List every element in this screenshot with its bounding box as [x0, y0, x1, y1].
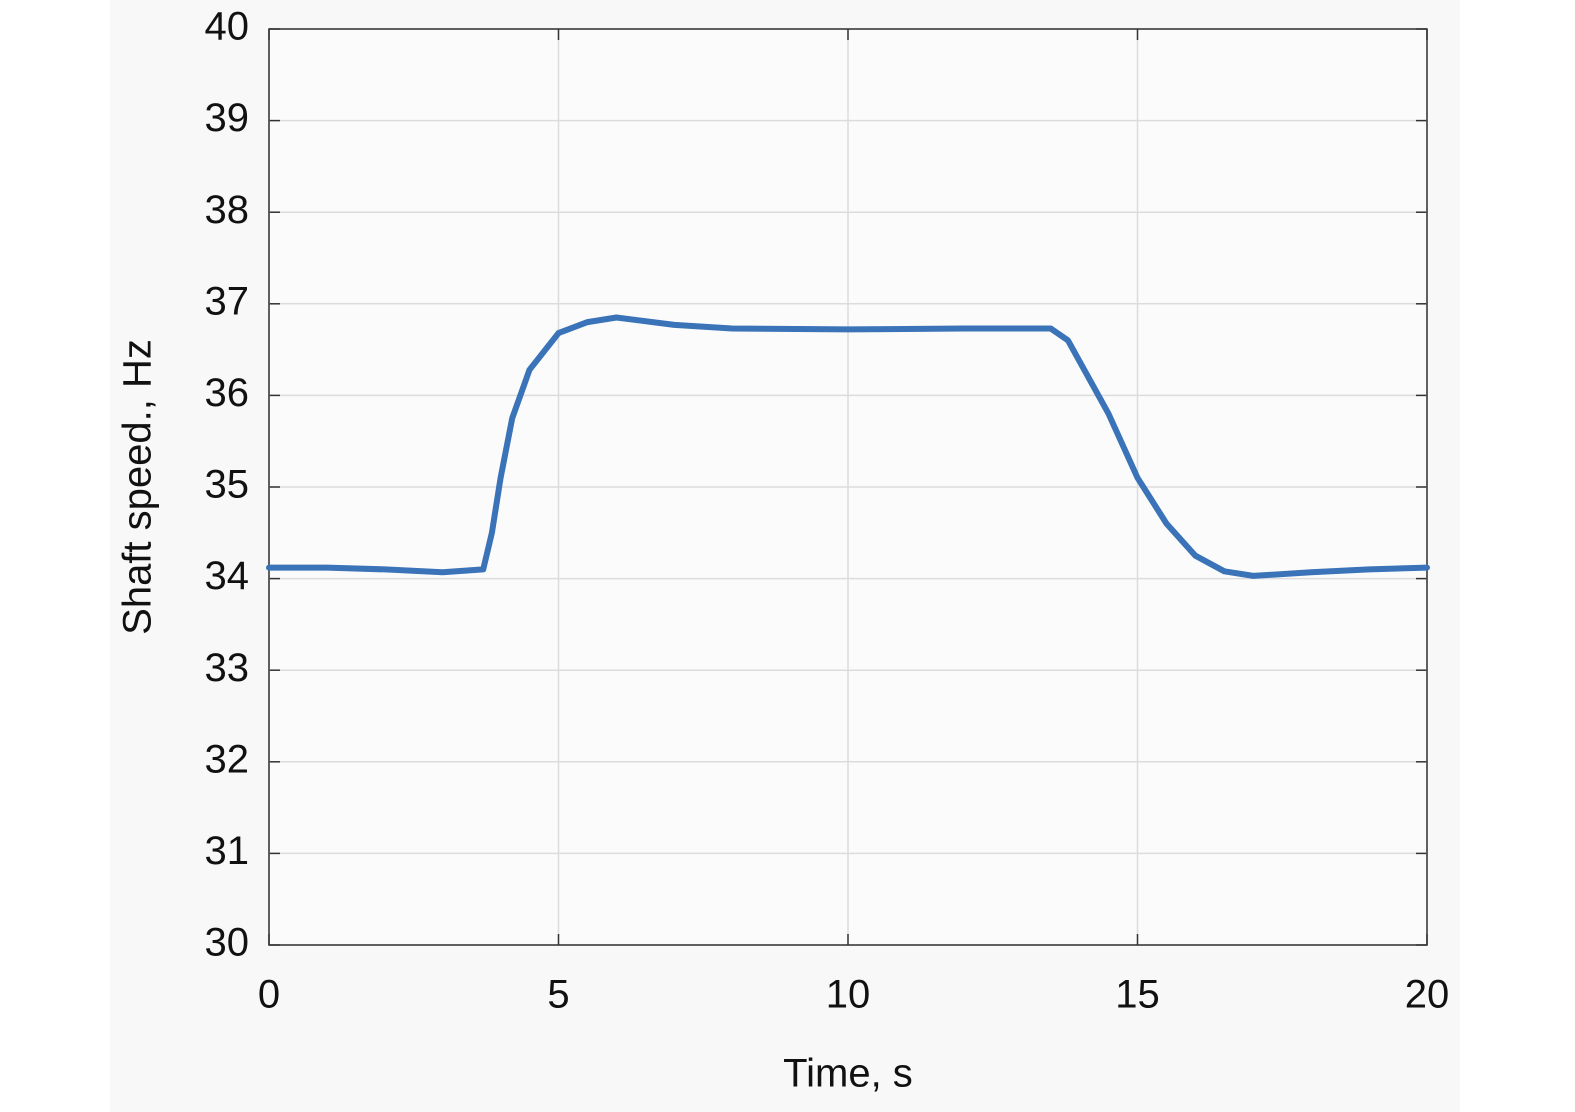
x-tick-label: 5 [547, 973, 569, 1017]
y-tick-label: 35 [205, 463, 250, 507]
y-tick-label: 34 [205, 554, 250, 598]
x-tick-label: 10 [826, 973, 871, 1017]
y-tick-label: 32 [205, 737, 250, 781]
y-axis-label: Shaft speed., Hz [116, 339, 160, 635]
y-tick-label: 39 [205, 96, 250, 140]
y-tick-label: 36 [205, 371, 250, 415]
x-tick-label: 20 [1405, 973, 1450, 1017]
x-axis-label: Time, s [783, 1052, 913, 1096]
x-tick-label: 0 [258, 973, 280, 1017]
y-tick-label: 33 [205, 646, 250, 690]
y-tick-label: 38 [205, 188, 250, 232]
y-tick-label: 31 [205, 829, 250, 873]
x-tick-label: 15 [1115, 973, 1160, 1017]
y-tick-label: 30 [205, 921, 250, 965]
y-tick-label: 40 [205, 5, 250, 49]
data-line [266, 314, 1430, 579]
y-tick-label: 37 [205, 279, 250, 323]
plot-frame [268, 28, 1428, 946]
